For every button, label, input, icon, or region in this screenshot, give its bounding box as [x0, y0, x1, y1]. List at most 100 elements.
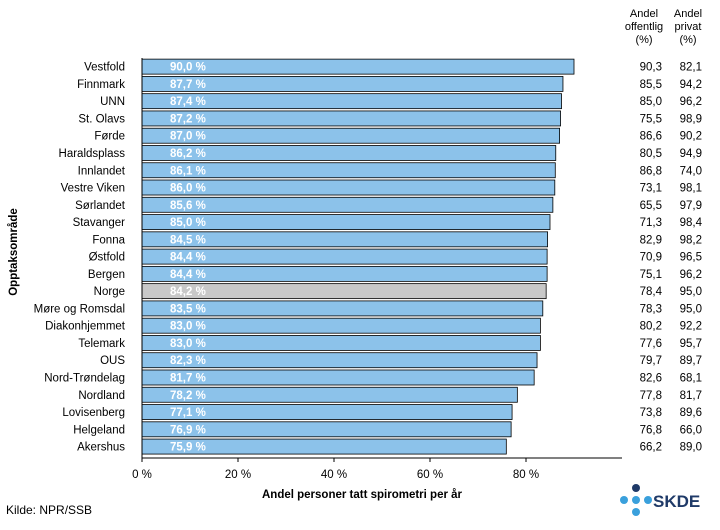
private-share-value: 94,2 [680, 79, 702, 91]
bar-value-label: 85,6 % [170, 200, 206, 212]
category-label: Stavanger [73, 217, 126, 229]
public-share-value: 80,2 [640, 321, 662, 333]
bar-value-label: 76,9 % [170, 424, 206, 436]
y-axis-title: Opptaksområde [8, 208, 20, 296]
category-label: OUS [100, 355, 125, 367]
bars [141, 58, 575, 455]
logo-dot [632, 496, 640, 504]
public-share-value: 85,0 [640, 96, 662, 108]
private-share-value: 81,7 [680, 390, 702, 402]
public-share-value: 77,8 [640, 390, 662, 402]
logo-dot [632, 484, 640, 492]
private-share-value: 66,0 [680, 424, 702, 436]
public-share-value: 77,6 [640, 338, 662, 350]
private-share-value: 89,7 [680, 355, 702, 367]
category-label: Norge [94, 286, 125, 298]
bar-value-label: 82,3 % [170, 355, 206, 367]
category-label: Finnmark [77, 79, 125, 91]
private-share-value: 96,2 [680, 96, 702, 108]
category-label: Bergen [88, 269, 125, 281]
private-share-value: 90,2 [680, 131, 702, 143]
private-share-value: 82,1 [680, 62, 702, 74]
category-label: Vestre Viken [61, 183, 125, 195]
category-label: Diakonhjemmet [45, 321, 126, 333]
bar-value-labels: 90,0 % 87,7 % 87,4 % 87,2 % 87,0 % 86,2 % 86,1… [170, 62, 206, 454]
bar-value-label: 85,0 % [170, 217, 206, 229]
public-share-value: 66,2 [640, 442, 662, 454]
public-share-value: 78,3 [640, 303, 662, 315]
private-share-header: privat [675, 21, 702, 33]
bar-value-label: 78,2 % [170, 390, 206, 402]
private-share-value: 98,1 [680, 183, 702, 195]
logo-dots-icon [620, 484, 652, 516]
private-share-value: 98,4 [680, 217, 703, 229]
x-axis-title: Andel personer tatt spirometri per år [262, 489, 463, 501]
public-share-value: 82,9 [640, 234, 662, 246]
public-share-value: 85,5 [640, 79, 662, 91]
private-share-value: 95,0 [680, 303, 702, 315]
category-label: Nord-Trøndelag [44, 373, 125, 385]
public-share-value: 79,7 [640, 355, 662, 367]
category-label: Helgeland [73, 424, 125, 436]
bar-value-label: 86,0 % [170, 183, 206, 195]
private-share-value: 68,1 [680, 373, 702, 385]
bar-value-label: 81,7 % [170, 373, 206, 385]
public-share-header: offentlig [625, 21, 663, 33]
logo-dot [632, 508, 640, 516]
public-share-value: 73,1 [640, 183, 662, 195]
value-columns: 90,3 82,1 85,5 94,2 85,0 96,2 75,5 98,9 86,6 90,2… [640, 62, 703, 454]
public-share-value: 76,8 [640, 424, 662, 436]
bar-value-label: 87,4 % [170, 96, 206, 108]
x-tick-label: 0 % [132, 469, 152, 481]
skde-logo: SKDE [620, 484, 700, 516]
category-label: Telemark [78, 338, 125, 350]
private-share-value: 96,2 [680, 269, 702, 281]
bar-value-label: 86,2 % [170, 148, 206, 160]
category-label: Møre og Romsdal [34, 303, 125, 315]
bar-value-label: 83,0 % [170, 321, 206, 333]
private-share-value: 98,2 [680, 234, 702, 246]
bar-value-label: 84,2 % [170, 286, 206, 298]
category-labels: Vestfold Finnmark UNN St. Olavs Førde Haralds… [34, 62, 126, 454]
private-share-value: 92,2 [680, 321, 702, 333]
private-share-value: 98,9 [680, 113, 702, 125]
public-share-value: 75,1 [640, 269, 662, 281]
category-label: Akershus [77, 442, 125, 454]
bar [141, 58, 575, 75]
public-share-value: 70,9 [640, 252, 662, 264]
private-share-value: 89,6 [680, 407, 702, 419]
x-tick-label: 60 % [417, 469, 443, 481]
logo-text: SKDE [653, 492, 700, 511]
public-share-header: (%) [635, 34, 652, 46]
public-share-value: 80,5 [640, 148, 662, 160]
bar-value-label: 90,0 % [170, 62, 206, 74]
bar-value-label: 84,5 % [170, 234, 206, 246]
bar-value-label: 77,1 % [170, 407, 206, 419]
private-share-header: (%) [679, 34, 696, 46]
bar-value-label: 83,0 % [170, 338, 206, 350]
source-note: Kilde: NPR/SSB [6, 503, 92, 517]
category-label: Innlandet [78, 165, 126, 177]
category-label: Lovisenberg [62, 407, 125, 419]
category-label: Vestfold [84, 62, 125, 74]
bar-value-label: 87,0 % [170, 131, 206, 143]
x-axis: 0 % 20 % 40 % 60 % 80 % [132, 58, 622, 481]
public-share-value: 71,3 [640, 217, 662, 229]
bar-value-label: 84,4 % [170, 269, 206, 281]
bar-value-label: 83,5 % [170, 303, 206, 315]
category-label: Førde [94, 131, 125, 143]
logo-dot [620, 496, 628, 504]
private-share-value: 96,5 [680, 252, 702, 264]
public-share-value: 86,8 [640, 165, 662, 177]
category-label: Østfold [89, 252, 125, 264]
logo-dot [644, 496, 652, 504]
public-share-value: 82,6 [640, 373, 662, 385]
bar-value-label: 87,2 % [170, 113, 206, 125]
category-label: Nordland [78, 390, 125, 402]
x-tick-label: 20 % [225, 469, 251, 481]
private-share-value: 89,0 [680, 442, 702, 454]
category-label: Haraldsplass [59, 148, 126, 160]
public-share-value: 86,6 [640, 131, 662, 143]
